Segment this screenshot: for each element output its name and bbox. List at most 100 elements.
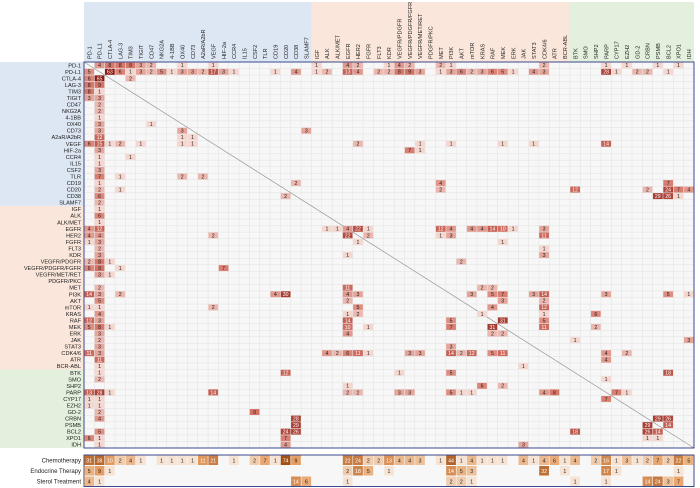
cell-fill bbox=[208, 304, 219, 311]
heatmap-cell: 1 bbox=[115, 173, 126, 180]
heatmap-cell: 1 bbox=[446, 62, 456, 69]
cell-fill bbox=[115, 140, 126, 147]
cell-value: 1 bbox=[605, 377, 608, 383]
cell-value: 4 bbox=[346, 227, 349, 233]
cell-fill bbox=[311, 62, 322, 69]
cell-fill bbox=[94, 409, 105, 415]
col-label-crbn: CRBN bbox=[646, 43, 652, 59]
cell-value: 11 bbox=[97, 358, 102, 364]
cell-fill bbox=[487, 68, 498, 75]
cell-value: 12 bbox=[97, 227, 103, 233]
row-label-stat3: STAT3 bbox=[64, 345, 81, 351]
therapy-cell: 6 bbox=[301, 476, 312, 486]
cell-value: 6 bbox=[88, 266, 91, 272]
row-label-vegf: VEGF bbox=[66, 142, 82, 148]
cell-fill bbox=[94, 376, 105, 383]
cell-value: 5 bbox=[501, 70, 504, 76]
heatmap-cell: 14 bbox=[208, 389, 219, 396]
therapy-cell-fill bbox=[342, 476, 353, 486]
heatmap-cell: 2 bbox=[322, 68, 332, 76]
row-label-slamf7: SLAMF7 bbox=[59, 201, 81, 207]
therapy-cell-value: 1 bbox=[460, 458, 463, 464]
heatmap-cell: 14 bbox=[652, 428, 663, 436]
row-label-crbn: CRBN bbox=[65, 417, 81, 423]
cell-value: 1 bbox=[677, 63, 680, 69]
cell-fill bbox=[663, 186, 674, 193]
therapy-cell: 4 bbox=[518, 455, 529, 465]
cell-value: 14 bbox=[86, 292, 92, 298]
col-label-gd-2: GD-2 bbox=[635, 46, 641, 59]
therapy-cell-value: 2 bbox=[450, 479, 453, 485]
therapy-cell: 31 bbox=[84, 455, 95, 465]
cell-fill bbox=[673, 186, 684, 193]
cell-fill bbox=[539, 232, 549, 239]
cell-value: 10 bbox=[500, 227, 506, 233]
heatmap-cell: 2 bbox=[487, 330, 498, 337]
heatmap-cell: 22 bbox=[342, 232, 353, 239]
row-label-alk: ALK bbox=[70, 214, 81, 220]
heatmap-cell: 29 bbox=[652, 415, 663, 422]
cell-value: 1 bbox=[667, 70, 670, 76]
cell-value: 1 bbox=[181, 135, 184, 141]
col-label-jak: JAK bbox=[522, 48, 528, 59]
heatmap-cell: 2 bbox=[208, 232, 219, 239]
therapy-cell-value: 18 bbox=[355, 469, 361, 475]
therapy-cell-value: 22 bbox=[676, 458, 682, 464]
heatmap-cell: 6 bbox=[590, 310, 601, 318]
cell-fill bbox=[363, 232, 374, 239]
cell-fill bbox=[177, 62, 188, 69]
heatmap-cell: 4 bbox=[435, 180, 446, 187]
cell-fill bbox=[94, 369, 105, 376]
cell-value: 3 bbox=[605, 292, 608, 298]
cell-value: 29 bbox=[655, 416, 661, 422]
heatmap-cell: 3 bbox=[683, 337, 694, 344]
therapy-cell-fill bbox=[466, 466, 477, 476]
therapy-cell-value: 1 bbox=[274, 458, 277, 464]
therapy-cell-fill bbox=[270, 455, 281, 465]
cell-value: 1 bbox=[108, 259, 111, 265]
cell-value: 1 bbox=[98, 220, 101, 226]
heatmap-cell: 1 bbox=[601, 62, 611, 69]
cell-fill bbox=[280, 369, 291, 376]
cell-fill bbox=[135, 68, 146, 75]
cell-value: 4 bbox=[439, 181, 442, 187]
cell-fill bbox=[487, 291, 498, 298]
cell-value: 1 bbox=[98, 207, 101, 213]
heatmap-cell: 2 bbox=[642, 68, 653, 76]
row-label-pi3k: PI3K bbox=[69, 292, 81, 298]
heatmap-cell: 12 bbox=[435, 225, 446, 233]
cell-value: 4 bbox=[326, 351, 329, 357]
cell-fill bbox=[94, 297, 105, 304]
cell-value: 3 bbox=[98, 96, 101, 102]
cell-value: 2 bbox=[357, 142, 360, 148]
cell-fill bbox=[528, 140, 539, 147]
therapy-cell-fill bbox=[84, 466, 95, 476]
cell-fill bbox=[353, 238, 363, 245]
heatmap-cell: 1 bbox=[187, 140, 198, 148]
cell-fill bbox=[94, 206, 105, 213]
cell-fill bbox=[518, 363, 529, 370]
therapy-cell-fill bbox=[187, 455, 198, 465]
heatmap-cell: 11 bbox=[497, 350, 508, 357]
row-label-cdk4-6: CDK4/6 bbox=[61, 351, 81, 357]
cell-value: 2 bbox=[439, 63, 442, 69]
cell-value: 4 bbox=[543, 390, 546, 396]
row-label-egfr: EGFR bbox=[65, 227, 81, 233]
col-label-stat3: STAT3 bbox=[532, 42, 538, 59]
cell-fill bbox=[94, 323, 105, 330]
cell-value: 14 bbox=[655, 430, 661, 436]
cell-value: 4 bbox=[295, 70, 298, 76]
heatmap-cell: 2 bbox=[94, 245, 105, 252]
heatmap-cell: 14 bbox=[446, 350, 456, 357]
heatmap-cell: 10 bbox=[342, 323, 353, 331]
heatmap-cell: 5 bbox=[84, 68, 95, 76]
cell-fill bbox=[146, 68, 157, 75]
cell-value: 5 bbox=[88, 70, 91, 76]
therapy-cell-value: 1 bbox=[532, 458, 535, 464]
heatmap-cell: 3 bbox=[218, 68, 229, 76]
heatmap-cell: 1 bbox=[611, 68, 622, 76]
therapy-cell-value: 4 bbox=[88, 479, 91, 485]
cell-value: 1 bbox=[470, 390, 473, 396]
therapy-cell-fill bbox=[477, 455, 487, 465]
cell-fill bbox=[497, 225, 508, 232]
